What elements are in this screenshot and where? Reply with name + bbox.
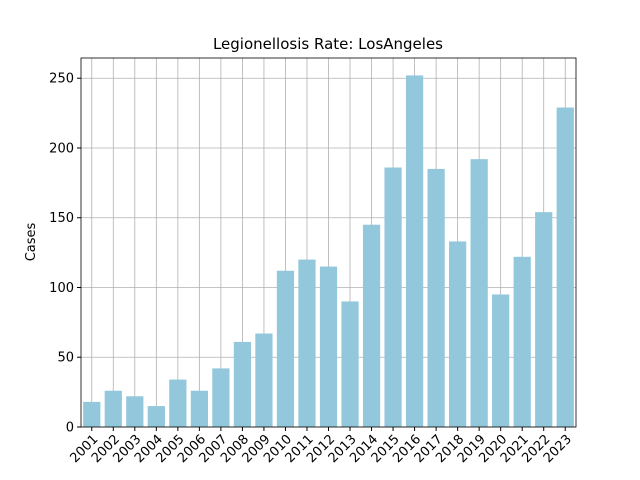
bar xyxy=(233,341,252,427)
bar xyxy=(362,224,381,427)
bar xyxy=(126,396,144,427)
bar xyxy=(535,212,553,427)
bar xyxy=(255,333,273,427)
y-axis-label: Cases xyxy=(24,222,39,261)
bar xyxy=(427,168,445,428)
bar xyxy=(147,406,165,427)
bar xyxy=(449,241,467,427)
y-tick-label: 50 xyxy=(57,351,74,366)
bar xyxy=(470,159,488,427)
bar xyxy=(190,390,208,427)
y-tick-label: 200 xyxy=(49,141,74,156)
bar xyxy=(492,294,510,427)
y-tick-label: 250 xyxy=(49,72,74,87)
bar xyxy=(298,259,316,427)
bar xyxy=(319,266,338,427)
y-tick-label: 150 xyxy=(49,211,74,226)
bar xyxy=(384,167,402,428)
bar xyxy=(212,368,230,427)
bar xyxy=(83,401,101,427)
bar xyxy=(556,107,574,428)
bar xyxy=(513,256,531,427)
bar xyxy=(405,75,424,427)
bar xyxy=(169,379,187,427)
bar xyxy=(341,301,359,427)
chart-title: Legionellosis Rate: LosAngeles xyxy=(213,35,443,53)
bar xyxy=(104,390,122,427)
y-tick-label: 100 xyxy=(49,281,74,296)
bar xyxy=(276,270,295,427)
y-tick-label: 0 xyxy=(66,421,74,436)
plot-frame xyxy=(80,57,577,428)
